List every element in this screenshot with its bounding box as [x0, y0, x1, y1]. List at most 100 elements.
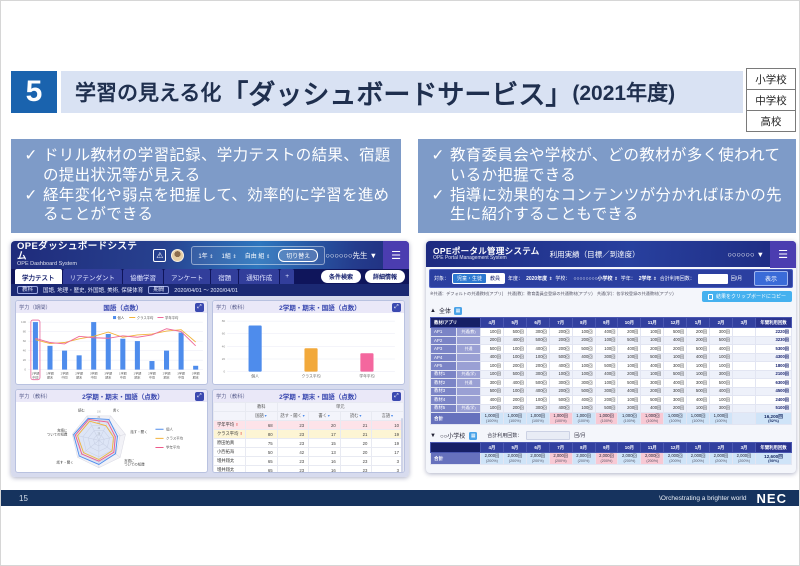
month-header: 11月	[640, 442, 665, 454]
target-option[interactable]: 教員	[486, 274, 505, 283]
collapse-arrow-icon[interactable]: ▲	[430, 307, 436, 314]
bullet-item: ✓ 教育委員会や学校が、どの教材が多く使われているか把握できる	[426, 146, 786, 186]
svg-text:2学期: 2学期	[75, 371, 83, 376]
sort-header[interactable]: 言語▼	[371, 411, 404, 421]
expand-icon[interactable]: ⤢	[392, 391, 401, 401]
svg-text:学年平均: 学年平均	[359, 374, 374, 379]
title-prefix: 学習の見える化	[75, 82, 222, 105]
panel-title: 2学期・期末・国語（点数）	[82, 394, 164, 401]
subject-filter-value[interactable]: 国語, 地理・歴史, 外国語, 美術, 保健体育	[43, 288, 144, 294]
tab-アンケート[interactable]: アンケート	[164, 269, 211, 284]
month-header: 3月	[731, 442, 757, 454]
svg-text:3学期: 3学期	[192, 371, 200, 376]
portal-hamburger-menu-icon[interactable]: ☰	[770, 241, 796, 268]
period-filter-value[interactable]: 2020/04/01 ～ 2020/04/01	[174, 288, 238, 294]
panel-label: 学力（教科）	[19, 394, 51, 400]
svg-text:期末: 期末	[105, 375, 111, 380]
month-header: 4月	[480, 442, 504, 454]
portal-user-menu[interactable]: ○○○○○○ ▼	[727, 249, 764, 259]
bullets-right: ✓ 教育委員会や学校が、どの教材が多く使われているか把握できる ✓ 指導に効果的なコン…	[418, 139, 796, 233]
month-header: 1月	[686, 317, 711, 328]
class-select[interactable]: 1組 ⇕	[221, 253, 237, 260]
scrollbar[interactable]	[401, 418, 403, 472]
svg-text:3学期: 3学期	[104, 371, 112, 376]
tab-学力テスト[interactable]: 学力テスト	[15, 269, 62, 284]
group-select[interactable]: 自由 組 ⇕	[244, 253, 271, 260]
tab-協働学習[interactable]: 協働学習	[123, 269, 163, 284]
subject-filter-label: 教科	[17, 286, 39, 294]
school-table-wrap: 4月 5月 6月 7月 8月 9月 10月 11月 12月 1月 2月 3月 年間利用回数 合計 2,000…	[430, 442, 792, 466]
svg-text:中間: 中間	[120, 375, 126, 380]
switch-button[interactable]: 切り替え	[278, 248, 319, 262]
dashboard-app-title: OPEダッシュボードシステム	[17, 241, 138, 263]
month-header: 1月	[686, 442, 711, 454]
bullet-item: ✓ 指導に効果的なコンテンツが分かればほかの先生に紹介することもできる	[426, 186, 786, 226]
svg-text:60: 60	[23, 339, 27, 343]
svg-text:中間: 中間	[91, 375, 97, 380]
tab-リアテンダント[interactable]: リアテンダント	[62, 269, 122, 284]
svg-text:0: 0	[24, 368, 26, 372]
section-all-label: 全体	[438, 309, 451, 315]
show-button[interactable]: 表示	[753, 271, 788, 286]
hamburger-menu-icon[interactable]: ☰	[383, 241, 409, 269]
school-count-input[interactable]	[526, 431, 571, 441]
count-input[interactable]	[697, 273, 728, 284]
title-suffix: (2021年度)	[572, 82, 676, 105]
svg-text:1学期: 1学期	[46, 371, 54, 376]
month-header: 10月	[617, 442, 642, 454]
grade-select[interactable]: 1年 ⇕	[198, 253, 214, 260]
total-row: 合計 2,000回 (200%) 2,000回 (200%) 2,000回 (200%) 2,…	[430, 452, 792, 466]
year-select[interactable]: 2020年度 ⇕	[526, 276, 553, 282]
school-select[interactable]: ○○○○○○○○小学校 ⇕	[573, 276, 618, 282]
bullet-text: 指導に効果的なコンテンツが分かればほかの先生に紹介することもできる	[450, 186, 782, 224]
sort-header[interactable]: 国語▼	[245, 411, 278, 421]
svg-text:クラス平均: クラス平均	[166, 436, 184, 441]
svg-text:1学期: 1学期	[119, 371, 127, 376]
tab-宿題[interactable]: 宿題	[211, 269, 239, 284]
svg-text:言語についての知識: 言語についての知識	[47, 428, 68, 437]
usage-row: AP1 共通(教) 100回 500回 300回 200回 100回 400回 200回 100回…	[430, 327, 792, 337]
svg-text:20: 20	[23, 358, 27, 362]
svg-text:40: 40	[98, 428, 101, 430]
panel-label: 学力（期間）	[19, 305, 51, 311]
usage-table: 教材/アプリ 4月 5月 6月 7月 8月 9月 10月 11月 12月 1月 2月 3月 年間利用回数 A…	[430, 317, 792, 426]
panel-score-table: 学力（教科） 2学期・期末・国語（点数） ⤢ 教科 単元 国語▼ 話す・聞く▼ 書く▼ 読む▼ 言…	[212, 389, 405, 473]
school-tag: 中学校	[746, 89, 796, 111]
portal-app-title: OPEポータル管理システム	[433, 245, 540, 256]
svg-text:100: 100	[97, 412, 102, 414]
svg-text:期末: 期末	[164, 375, 170, 380]
expand-icon[interactable]: ⤢	[195, 391, 204, 401]
footer-right: \Orchestrating a brighter world NEC	[659, 491, 799, 506]
sort-header[interactable]: 読む▼	[339, 411, 373, 421]
tab-+[interactable]: +	[280, 269, 295, 284]
action-button[interactable]: 詳細情報	[364, 270, 405, 283]
sort-header[interactable]: 書く▼	[308, 411, 341, 421]
score-row: 学年平均! 68 23 20 21 10	[213, 420, 404, 430]
tab-通知作成[interactable]: 通知作成	[239, 269, 280, 284]
svg-text:1学期: 1学期	[32, 371, 40, 376]
chart-view-icon-2[interactable]: ▦	[469, 431, 478, 440]
trend-chart: 0204060801001学期中間1学期期末2学期中間2学期期末3学期中間3学期…	[21, 315, 203, 381]
svg-text:話す・聞く: 話す・聞く	[56, 460, 73, 465]
portal-page-title: 利用実績（目標／到達度）	[549, 249, 640, 259]
expand-arrow-icon[interactable]: ▼	[430, 432, 436, 439]
chart-view-icon[interactable]: ▦	[453, 306, 462, 315]
warning-icon[interactable]: ⚠	[153, 248, 167, 262]
sort-header[interactable]: 話す・聞く▼	[276, 411, 310, 421]
expand-icon[interactable]: ⤢	[195, 302, 204, 312]
avatar[interactable]	[171, 248, 185, 262]
class-selector-group: 1年 ⇕ 1組 ⇕ 自由 組 ⇕ 切り替え	[191, 245, 326, 265]
grade-select-portal[interactable]: 2学年 ⇕	[638, 276, 657, 282]
slide-title: 学習の見える化 「ダッシュボードサービス」 (2021年度)	[61, 71, 743, 113]
expand-icon[interactable]: ⤢	[392, 302, 401, 312]
panel-radar: 学力（教科）2学期・期末・国語（点数）⤢20406080100読む書く話す・聞く…	[15, 389, 208, 473]
month-header: 5月	[502, 317, 527, 328]
svg-text:80: 80	[23, 330, 27, 334]
svg-text:クラス平均: クラス平均	[137, 315, 154, 320]
copy-to-clipboard-button[interactable]: 結果をクリップボードにコピー	[701, 291, 792, 302]
usage-row: AP3 共通 500回 100回 400回 200回 500回 100回 400回 200回 200…	[430, 344, 792, 354]
dashboard-user-menu[interactable]: ○○○○○○先生 ▼	[325, 250, 377, 260]
check-icon: ✓	[431, 186, 445, 204]
action-button[interactable]: 条件検索	[320, 270, 361, 283]
target-option[interactable]: 児童・生徒	[453, 274, 487, 283]
